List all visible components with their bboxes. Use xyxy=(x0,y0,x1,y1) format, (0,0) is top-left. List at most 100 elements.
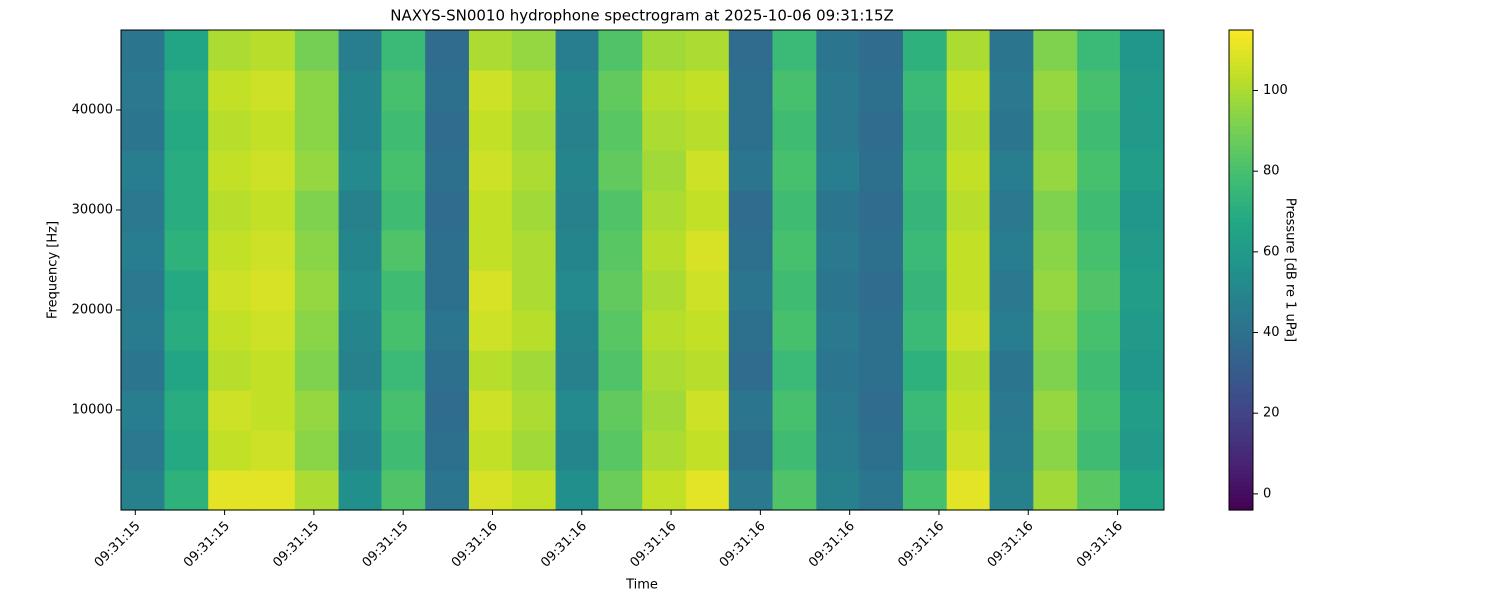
heatmap-cell xyxy=(1119,310,1165,351)
heatmap-cell xyxy=(946,70,991,111)
heatmap-cell xyxy=(251,190,296,231)
colorbar-step xyxy=(1229,82,1253,87)
colorbar-step xyxy=(1229,486,1253,491)
heatmap-cell xyxy=(251,30,296,71)
heatmap-cell xyxy=(1033,70,1078,111)
heatmap-cell xyxy=(251,350,296,391)
colorbar-step xyxy=(1229,46,1253,51)
colorbar-step xyxy=(1229,506,1253,511)
heatmap-cell xyxy=(164,310,209,351)
colorbar-step xyxy=(1229,358,1253,363)
heatmap-cell xyxy=(208,390,253,431)
y-axis-label: Frequency [Hz] xyxy=(46,221,61,319)
colorbar-step xyxy=(1229,278,1253,283)
heatmap-cell xyxy=(294,70,339,111)
heatmap-cell xyxy=(164,70,209,111)
colorbar-step xyxy=(1229,290,1253,295)
heatmap-cell xyxy=(1077,470,1122,511)
colorbar-step xyxy=(1229,62,1253,67)
colorbar-step xyxy=(1229,118,1253,123)
colorbar-step xyxy=(1229,410,1253,415)
colorbar-step xyxy=(1229,234,1253,239)
colorbar-step xyxy=(1229,430,1253,435)
heatmap-cell xyxy=(294,310,339,351)
colorbar-step xyxy=(1229,298,1253,303)
heatmap-cell xyxy=(816,190,861,231)
heatmap-cell xyxy=(1077,70,1122,111)
x-tick-label: 09:31:16 xyxy=(538,519,590,571)
x-tick-label: 09:31:15 xyxy=(181,519,233,571)
colorbar-step xyxy=(1229,222,1253,227)
heatmap-cell xyxy=(294,470,339,511)
heatmap-cell xyxy=(859,70,904,111)
x-tick-label: 09:31:16 xyxy=(1074,519,1126,571)
colorbar-step xyxy=(1229,102,1253,107)
heatmap-cell xyxy=(425,230,470,271)
heatmap-cell xyxy=(120,150,165,191)
x-tick-label: 09:31:15 xyxy=(270,519,322,571)
heatmap-cell xyxy=(902,230,948,271)
heatmap-cell xyxy=(816,230,861,271)
heatmap-cell xyxy=(468,390,514,431)
heatmap-cell xyxy=(902,390,948,431)
heatmap-cell xyxy=(816,70,861,111)
heatmap-cell xyxy=(642,470,687,511)
colorbar-step xyxy=(1229,218,1253,223)
heatmap-cell xyxy=(772,110,817,151)
heatmap-cell xyxy=(989,310,1034,351)
heatmap-cell xyxy=(728,30,773,71)
heatmap-cell xyxy=(120,390,165,431)
colorbar-step xyxy=(1229,194,1253,199)
heatmap-cell xyxy=(208,230,253,271)
heatmap-cell xyxy=(164,230,209,271)
colorbar-step xyxy=(1229,338,1253,343)
colorbar-step xyxy=(1229,466,1253,471)
heatmap-cell xyxy=(251,310,296,351)
colorbar-step xyxy=(1229,286,1253,291)
heatmap-cell xyxy=(772,270,817,311)
colorbar-step xyxy=(1229,302,1253,307)
heatmap-cell xyxy=(555,110,600,151)
heatmap-cell xyxy=(816,430,861,471)
heatmap-cell xyxy=(555,310,600,351)
heatmap-cell xyxy=(642,70,687,111)
colorbar-step xyxy=(1229,206,1253,211)
heatmap-cell xyxy=(425,30,470,71)
heatmap-cell xyxy=(598,230,643,271)
heatmap-cell xyxy=(425,430,470,471)
heatmap-cell xyxy=(816,110,861,151)
heatmap-cell xyxy=(208,350,253,391)
heatmap-cell xyxy=(1077,150,1122,191)
heatmap-cell xyxy=(989,30,1034,71)
colorbar-step xyxy=(1229,186,1253,191)
heatmap-cell xyxy=(120,270,165,311)
colorbar-step xyxy=(1229,498,1253,503)
heatmap-cell xyxy=(598,190,643,231)
heatmap-cell xyxy=(642,150,687,191)
heatmap-cell xyxy=(164,470,209,511)
heatmap-cell xyxy=(381,350,426,391)
colorbar-step xyxy=(1229,402,1253,407)
heatmap-cell xyxy=(946,190,991,231)
colorbar-step xyxy=(1229,246,1253,251)
heatmap-cell xyxy=(468,150,514,191)
heatmap-cell xyxy=(902,110,948,151)
heatmap-cell xyxy=(381,390,426,431)
colorbar-step xyxy=(1229,282,1253,287)
heatmap-cell xyxy=(642,430,687,471)
heatmap-cell xyxy=(989,270,1034,311)
heatmap-cell xyxy=(902,310,948,351)
heatmap-cell xyxy=(381,110,426,151)
colorbar-step xyxy=(1229,134,1253,139)
heatmap-cell xyxy=(1119,150,1165,191)
heatmap-cell xyxy=(251,390,296,431)
heatmap-cell xyxy=(1033,430,1078,471)
heatmap-cell xyxy=(816,270,861,311)
heatmap-cell xyxy=(728,150,773,191)
colorbar-step xyxy=(1229,442,1253,447)
heatmap-cell xyxy=(946,150,991,191)
heatmap-cell xyxy=(511,70,556,111)
heatmap-cell xyxy=(338,470,383,511)
heatmap-cell xyxy=(555,190,600,231)
heatmap-cell xyxy=(208,30,253,71)
